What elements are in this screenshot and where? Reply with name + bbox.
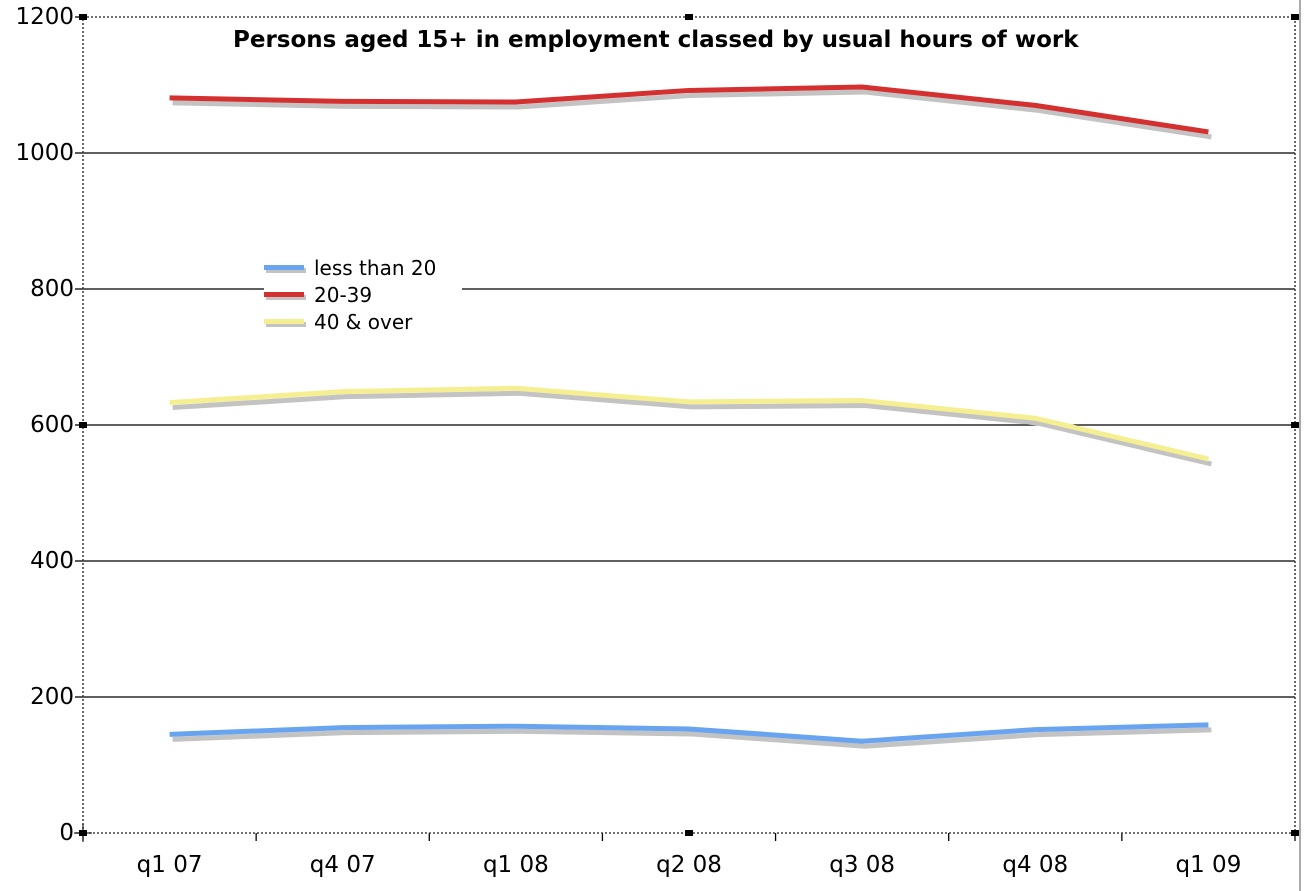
selection-handle[interactable]	[685, 14, 693, 20]
legend-swatch-icon	[264, 317, 306, 327]
series-shadow-40-over	[172, 390, 1213, 467]
y-axis-label[interactable]: 200	[30, 684, 74, 710]
legend-swatch-icon	[264, 290, 306, 300]
y-axis-label[interactable]: 1000	[15, 140, 74, 166]
selection-handle[interactable]	[1291, 14, 1299, 20]
x-axis-label[interactable]: q1 07	[136, 852, 203, 878]
selection-handle[interactable]	[1291, 422, 1299, 428]
x-axis-label[interactable]: q3 08	[829, 852, 896, 878]
selection-handle[interactable]	[79, 14, 87, 20]
legend-swatch-shadow	[266, 322, 306, 327]
x-axis-label[interactable]: q1 08	[482, 852, 549, 878]
legend-swatch-line	[264, 265, 304, 270]
x-axis-label[interactable]: q1 09	[1175, 852, 1242, 878]
series-line-20-39[interactable]	[169, 84, 1209, 135]
series-line-40-over[interactable]	[169, 385, 1210, 462]
legend-swatch-shadow	[266, 295, 306, 300]
series-shadow-less-than-20	[172, 727, 1212, 749]
legend-label: less than 20	[314, 255, 437, 280]
x-axis-label[interactable]: q4 07	[309, 852, 376, 878]
legend-swatch-icon	[264, 263, 306, 273]
chart-title[interactable]: Persons aged 15+ in employment classed b…	[233, 27, 1079, 53]
legend-label: 40 & over	[314, 309, 413, 334]
x-axis-label[interactable]: q4 08	[1002, 852, 1069, 878]
selection-handle[interactable]	[685, 830, 693, 836]
legend[interactable]: less than 20 20-39 40 & over	[264, 252, 462, 337]
legend-item[interactable]: 40 & over	[264, 308, 462, 335]
legend-swatch-line	[264, 292, 304, 297]
legend-item[interactable]: 20-39	[264, 281, 462, 308]
selection-handle[interactable]	[1291, 830, 1299, 836]
legend-swatch-line	[264, 319, 304, 324]
series-shadow-20-39	[172, 89, 1212, 140]
x-axis-label[interactable]: q2 08	[656, 852, 722, 878]
legend-swatch-shadow	[266, 268, 306, 273]
y-axis-label[interactable]: 400	[30, 548, 74, 574]
series-line-less-than-20[interactable]	[169, 722, 1209, 744]
y-axis-label[interactable]: 800	[30, 276, 74, 302]
legend-label: 20-39	[314, 282, 373, 307]
selection-handle[interactable]	[79, 422, 87, 428]
y-axis-label[interactable]: 1200	[15, 4, 74, 30]
legend-item[interactable]: less than 20	[264, 254, 462, 281]
y-axis-label[interactable]: 600	[30, 412, 74, 438]
y-axis-label[interactable]: 0	[59, 820, 74, 846]
